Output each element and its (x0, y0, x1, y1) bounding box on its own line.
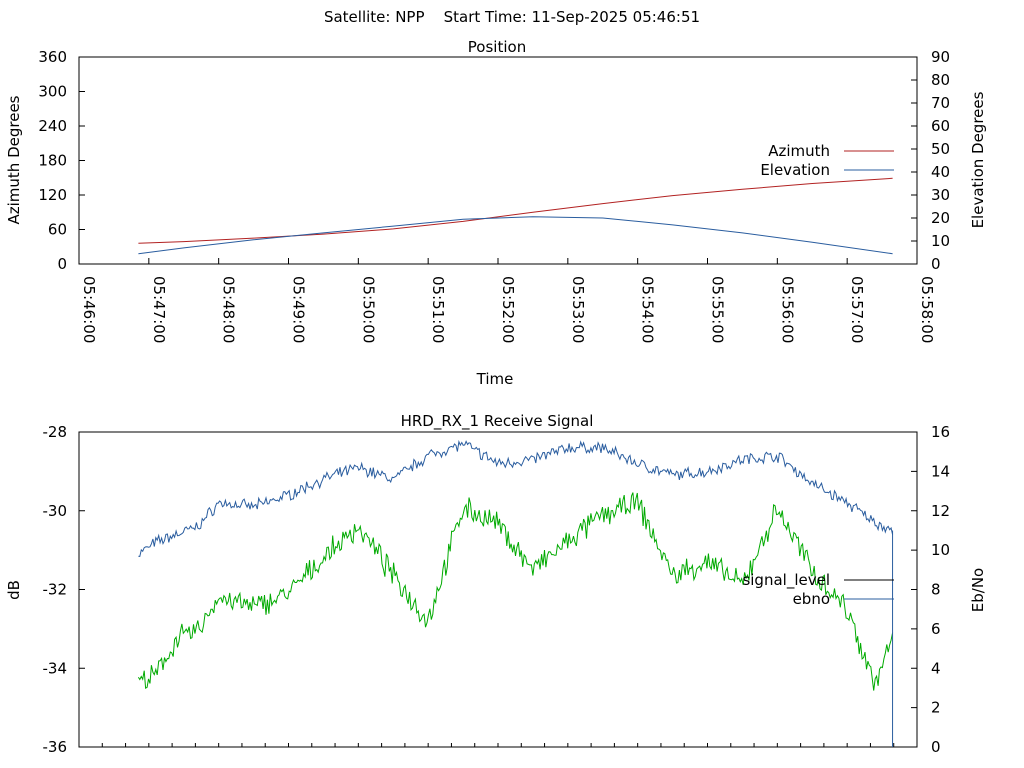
page-header: Satellite: NPP Start Time: 11-Sep-2025 0… (324, 8, 700, 26)
db-tick-label: -36 (43, 738, 68, 756)
time-tick-label: 05:48:00 (220, 276, 238, 343)
db-tick-label: -30 (43, 502, 68, 520)
time-tick-label: 05:50:00 (359, 276, 377, 343)
legend-label-signal_level: signal_level (742, 571, 830, 590)
azimuth-tick-label: 120 (38, 186, 67, 204)
ebno-tick-label: 16 (931, 423, 950, 441)
ebno-tick-label: 4 (931, 659, 941, 677)
elevation-tick-label: 10 (931, 232, 950, 250)
ebno-tick-label: 12 (931, 502, 950, 520)
db-axis-label: dB (5, 580, 23, 600)
elevation-tick-label: 90 (931, 48, 950, 66)
elevation-tick-label: 80 (931, 71, 950, 89)
elevation-axis-label: Elevation Degrees (969, 91, 987, 228)
ebno-tick-label: 14 (931, 462, 950, 480)
elevation-tick-label: 0 (931, 255, 941, 273)
ebno-tick-label: 10 (931, 541, 950, 559)
ebno-tick-label: 8 (931, 581, 941, 599)
time-tick-label: 05:56:00 (778, 276, 796, 343)
series-line-azimuth (138, 177, 893, 244)
receive-signal-chart: HRD_RX_1 Receive Signal dB Eb/No -28 -30 -… (5, 412, 987, 756)
azimuth-tick-label: 300 (38, 83, 67, 101)
position-chart-title: Position (468, 38, 526, 56)
ebno-tick-label: 2 (931, 699, 941, 717)
time-tick-label: 05:58:00 (918, 276, 936, 343)
ebno-tick-label: 6 (931, 620, 941, 638)
azimuth-tick-label: 60 (48, 221, 67, 239)
db-tick-label: -28 (43, 423, 68, 441)
ebno-axis-label: Eb/No (969, 568, 987, 612)
elevation-tick-label: 70 (931, 94, 950, 112)
time-tick-label: 05:57:00 (848, 276, 866, 343)
receive-signal-plot-frame (78, 431, 918, 748)
azimuth-axis-label: Azimuth Degrees (5, 95, 23, 224)
elevation-tick-label: 40 (931, 163, 950, 181)
elevation-tick-label: 50 (931, 140, 950, 158)
ebno-tick-label: 0 (931, 738, 941, 756)
azimuth-tick-label: 240 (38, 117, 67, 135)
time-tick-label: 05:54:00 (639, 276, 657, 343)
elevation-tick-label: 20 (931, 209, 950, 227)
legend-label-azimuth: Azimuth (768, 142, 830, 160)
elevation-tick-label: 30 (931, 186, 950, 204)
legend-label-elevation: Elevation (760, 161, 830, 179)
series-line-signal_level (138, 439, 894, 557)
time-tick-label: 05:47:00 (150, 276, 168, 343)
time-tick-label: 05:53:00 (569, 276, 587, 343)
db-tick-label: -32 (43, 581, 68, 599)
azimuth-tick-label: 180 (38, 152, 67, 170)
time-tick-label: 05:51:00 (429, 276, 447, 343)
legend-label-ebno: ebno (793, 590, 830, 608)
azimuth-tick-label: 360 (38, 48, 67, 66)
position-chart: Position Time Azimuth Degrees Elevation … (5, 38, 987, 388)
time-tick-label: 05:52:00 (499, 276, 517, 343)
receive-signal-chart-title: HRD_RX_1 Receive Signal (401, 412, 594, 431)
db-tick-label: -34 (43, 659, 68, 677)
series-line-ebno (137, 492, 894, 691)
time-tick-label: 05:55:00 (709, 276, 727, 343)
position-x-axis-label: Time (476, 370, 514, 388)
azimuth-tick-label: 0 (57, 255, 67, 273)
series-line-elevation (138, 216, 893, 255)
time-tick-label: 05:49:00 (290, 276, 308, 343)
time-tick-label: 05:46:00 (80, 276, 98, 343)
elevation-tick-label: 60 (931, 117, 950, 135)
